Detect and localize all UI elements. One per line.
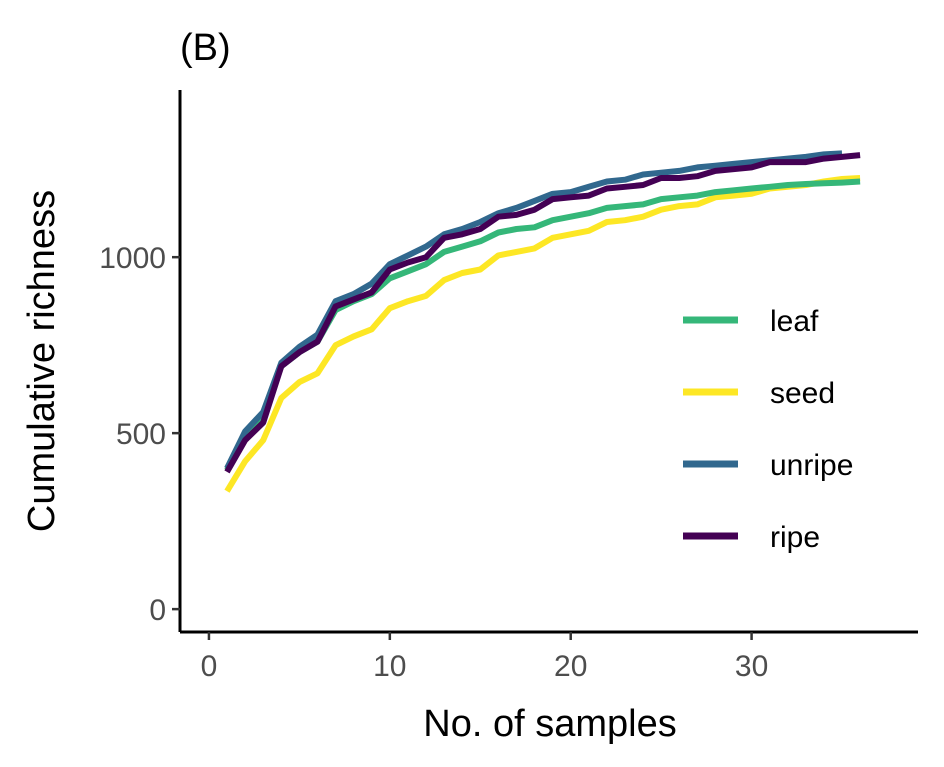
y-axis-ticks: 0 500 1000 xyxy=(99,242,180,627)
series-line-seed xyxy=(224,175,861,493)
x-tick-label: 30 xyxy=(735,650,768,683)
x-tick-label: 10 xyxy=(373,650,406,683)
plot-area xyxy=(224,150,861,493)
legend-label-leaf: leaf xyxy=(770,305,819,338)
series-line-unripe xyxy=(224,150,843,470)
legend-label-unripe: unripe xyxy=(770,449,853,482)
panel-label: (B) xyxy=(180,27,231,69)
legend-label-seed: seed xyxy=(770,377,835,410)
legend-label-ripe: ripe xyxy=(770,521,820,554)
x-tick-label: 20 xyxy=(554,650,587,683)
series-line-ripe xyxy=(224,152,861,474)
y-tick-label: 1000 xyxy=(99,242,166,275)
legend: leaf seed unripe ripe xyxy=(683,305,853,554)
y-tick-label: 0 xyxy=(149,594,166,627)
x-axis-title: No. of samples xyxy=(423,703,676,745)
y-axis-title: Cumulative richness xyxy=(21,190,63,532)
x-axis-ticks: 0 10 20 30 xyxy=(201,632,768,683)
y-tick-label: 500 xyxy=(116,418,166,451)
x-tick-label: 0 xyxy=(201,650,218,683)
